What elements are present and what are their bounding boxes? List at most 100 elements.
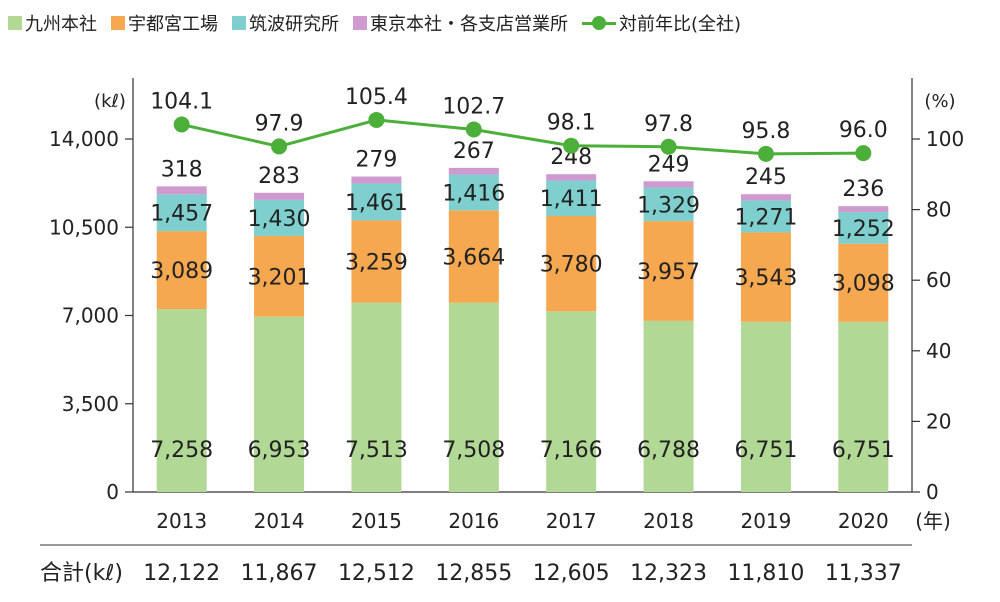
y-right-tick-label: 100 (926, 127, 964, 151)
bar-utsunomiya (838, 243, 889, 322)
x-tick-label: 2017 (546, 509, 597, 533)
label-tokyo: 245 (745, 165, 787, 190)
bar-kyushu (254, 316, 305, 492)
total-value: 11,810 (727, 561, 804, 586)
x-tick-label: 2013 (156, 509, 207, 533)
x-unit: (年) (915, 509, 951, 533)
yoy-point (757, 145, 774, 162)
bar-utsunomiya (448, 210, 499, 303)
x-tick-label: 2019 (740, 509, 791, 533)
yoy-point (271, 138, 288, 155)
legend-label-tokyo: 東京本社・各支店営業所 (370, 14, 568, 35)
bar-tsukuba (740, 200, 791, 233)
bar-kyushu (448, 302, 499, 492)
bar-tokyo (156, 186, 207, 195)
x-tick-label: 2014 (254, 509, 305, 533)
label-kyushu: 6,751 (734, 438, 797, 463)
x-tick-label: 2016 (448, 509, 499, 533)
legend-swatch-tsukuba (232, 16, 246, 30)
bar-utsunomiya (740, 232, 791, 322)
bar-kyushu (546, 311, 597, 492)
yoy-label: 105.4 (345, 85, 408, 110)
legend-swatch-yoy (582, 16, 616, 30)
label-utsunomiya: 3,780 (540, 253, 603, 278)
y-right-tick-label: 60 (926, 268, 951, 292)
bar-kyushu (156, 308, 207, 492)
legend-item-tokyo: 東京本社・各支店営業所 (353, 10, 568, 36)
label-kyushu: 7,258 (150, 438, 213, 463)
label-utsunomiya: 3,259 (345, 250, 408, 275)
bar-tsukuba (254, 199, 305, 236)
y-left-tick-label: 7,000 (62, 304, 119, 328)
bar-kyushu (643, 320, 694, 492)
yoy-point (173, 116, 190, 133)
total-value: 12,122 (143, 561, 220, 586)
bar-tsukuba (448, 174, 499, 211)
total-value: 12,512 (338, 561, 415, 586)
yoy-point (368, 111, 385, 128)
label-tokyo: 279 (355, 148, 397, 173)
yoy-label: 96.0 (839, 118, 888, 143)
label-tsukuba: 1,461 (345, 191, 408, 216)
label-utsunomiya: 3,957 (637, 260, 700, 285)
yoy-point (660, 138, 677, 155)
label-tsukuba: 1,411 (540, 187, 603, 212)
label-tsukuba: 1,457 (150, 202, 213, 227)
legend-label-kyushu: 九州本社 (25, 14, 97, 35)
y-left-tick-label: 0 (106, 480, 119, 504)
total-value: 12,855 (435, 561, 512, 586)
y-right-tick-label: 80 (926, 198, 951, 222)
yoy-point (465, 121, 482, 138)
label-tokyo: 267 (453, 139, 495, 164)
label-kyushu: 6,788 (637, 438, 700, 463)
yoy-label: 97.9 (255, 111, 304, 136)
label-tsukuba: 1,329 (637, 193, 700, 218)
legend-swatch-utsunomiya (111, 16, 125, 30)
bar-utsunomiya (156, 231, 207, 309)
bar-kyushu (838, 321, 889, 492)
legend-label-tsukuba: 筑波研究所 (249, 14, 339, 35)
legend-label-yoy: 対前年比(全社) (619, 14, 742, 35)
total-value: 12,605 (533, 561, 610, 586)
y-right-unit: (%) (924, 91, 955, 112)
label-tsukuba: 1,252 (832, 217, 895, 242)
y-left-unit: (kℓ) (94, 91, 126, 112)
label-kyushu: 7,513 (345, 438, 408, 463)
bar-utsunomiya (643, 221, 694, 321)
bar-tsukuba (156, 194, 207, 232)
label-kyushu: 6,953 (248, 438, 311, 463)
label-tsukuba: 1,430 (248, 207, 311, 232)
x-tick-label: 2018 (643, 509, 694, 533)
bar-utsunomiya (254, 235, 305, 317)
bar-utsunomiya (546, 216, 597, 312)
yoy-line (181, 118, 864, 156)
bar-tsukuba (838, 212, 889, 244)
legend-item-kyushu: 九州本社 (8, 10, 97, 36)
legend: 九州本社 宇都宮工場 筑波研究所 東京本社・各支店営業所 対前年比(全社) (8, 10, 741, 36)
label-utsunomiya: 3,089 (150, 259, 213, 284)
label-tokyo: 249 (648, 152, 690, 177)
x-tick-label: 2015 (351, 509, 402, 533)
yoy-label: 97.8 (644, 112, 693, 137)
y-right-tick-label: 40 (926, 339, 951, 363)
label-utsunomiya: 3,098 (832, 272, 895, 297)
y-left-tick-label: 14,000 (49, 127, 119, 151)
label-tsukuba: 1,271 (734, 205, 797, 230)
label-kyushu: 6,751 (832, 438, 895, 463)
legend-label-utsunomiya: 宇都宮工場 (128, 14, 218, 35)
bar-tokyo (351, 176, 402, 184)
bar-utsunomiya (351, 220, 402, 303)
label-kyushu: 7,166 (540, 438, 603, 463)
bar-tsukuba (643, 187, 694, 222)
yoy-point (563, 137, 580, 154)
legend-item-tsukuba: 筑波研究所 (232, 10, 339, 36)
label-tokyo: 283 (258, 164, 300, 189)
bar-tsukuba (351, 183, 402, 221)
label-utsunomiya: 3,543 (734, 266, 797, 291)
yoy-point (855, 145, 872, 162)
yoy-label: 95.8 (741, 119, 790, 144)
total-value: 11,867 (241, 561, 318, 586)
label-utsunomiya: 3,664 (442, 245, 505, 270)
label-utsunomiya: 3,201 (248, 265, 311, 290)
